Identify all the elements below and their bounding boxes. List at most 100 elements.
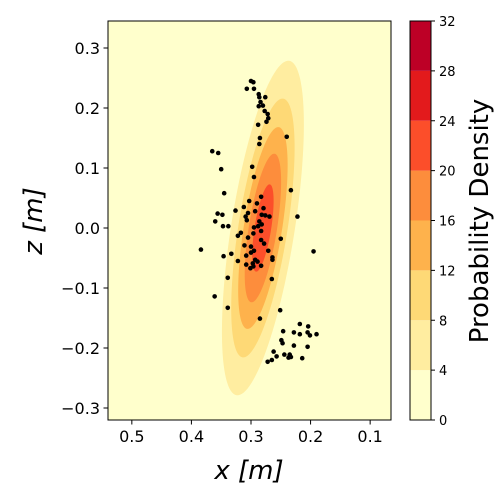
data-point [260,103,266,108]
data-point [251,231,256,236]
data-point [226,223,231,229]
data-point [265,115,271,121]
data-point [248,244,254,249]
y-tick-label: 0.0 [75,219,100,238]
data-point [245,235,251,240]
data-point [245,210,251,216]
data-point [251,79,256,85]
data-point [297,331,303,337]
data-point [265,111,270,117]
data-point [305,344,310,350]
y-axis: −0.3 −0.2 −0.1 0.0 0.1 0.2 0.3 [61,39,108,418]
x-tick-label: 0.3 [238,427,263,446]
density-contour-20 [252,184,274,272]
data-point [262,213,268,218]
data-point [251,225,257,230]
density-contours [221,60,304,396]
data-point [221,253,226,259]
colorbar-band [410,370,431,420]
y-tick-label: 0.2 [75,99,100,118]
data-point [259,222,265,227]
data-point [297,321,303,327]
y-tick-label: −0.2 [61,339,100,358]
data-point [255,122,261,128]
data-point [244,86,250,92]
data-point [241,204,247,210]
data-point [215,150,221,156]
data-point [198,247,204,252]
data-point [311,249,316,254]
data-point [271,349,276,354]
data-point [295,214,300,219]
data-point [235,258,241,264]
colorbar-tick-label: 8 [439,314,447,329]
data-point [225,275,231,281]
colorbar-tick-label: 28 [439,65,456,80]
colorbar-band [410,120,431,171]
colorbar-band [410,320,431,371]
data-point [244,217,250,223]
data-point [258,263,264,269]
data-point [218,166,224,172]
data-point [261,241,267,246]
data-point [243,214,248,219]
colorbar-tick-label: 0 [439,414,447,429]
colorbar-band [410,220,431,271]
data-point [251,86,257,92]
data-point [262,94,268,100]
data-point [270,257,275,263]
data-point [282,352,287,357]
colorbar-tick-label: 16 [439,215,456,230]
data-point [212,219,218,224]
x-axis-label: x [m] [213,456,283,486]
scatter-points [198,78,319,365]
data-point [221,190,227,196]
data-point [291,343,297,348]
colorbar-tick-label: 32 [439,15,456,30]
plot-area [107,20,392,421]
data-point [288,187,294,193]
data-point [314,331,319,337]
data-point [254,201,260,206]
data-point [277,307,283,313]
plot-frame [107,20,392,421]
data-point [280,340,285,346]
data-point [278,236,284,242]
colorbar-band [410,270,431,321]
data-point [255,223,261,229]
x-axis: 0.5 0.4 0.3 0.2 0.1 [119,420,383,446]
data-point [291,330,297,335]
data-point [258,237,264,243]
data-point [258,99,263,105]
x-tick-label: 0.4 [179,427,204,446]
data-point [257,135,263,141]
colorbar-tick-label: 4 [439,364,447,379]
x-tick-label: 0.1 [357,427,382,446]
data-point [243,262,249,267]
data-point [229,251,234,257]
data-point [255,259,260,264]
data-point [261,205,266,211]
data-point [307,333,313,338]
data-point [209,148,215,154]
data-point [299,355,305,361]
data-point [212,294,217,299]
data-point [257,316,263,321]
colorbar-band [410,170,431,221]
data-point [286,355,291,360]
x-tick-label: 0.5 [119,427,144,446]
data-point [267,214,272,219]
data-point [274,354,279,359]
colorbar: 0 4 8 12 16 20 24 28 32 Probability Density [409,15,495,429]
colorbar-bands [410,21,431,420]
data-point [215,211,220,216]
x-tick-label: 0.2 [298,427,323,446]
data-point [269,276,275,282]
data-point [280,328,286,334]
data-point [249,164,255,170]
data-point [265,359,270,365]
data-point [257,141,262,147]
colorbar-band [410,21,431,71]
data-point [259,212,265,218]
